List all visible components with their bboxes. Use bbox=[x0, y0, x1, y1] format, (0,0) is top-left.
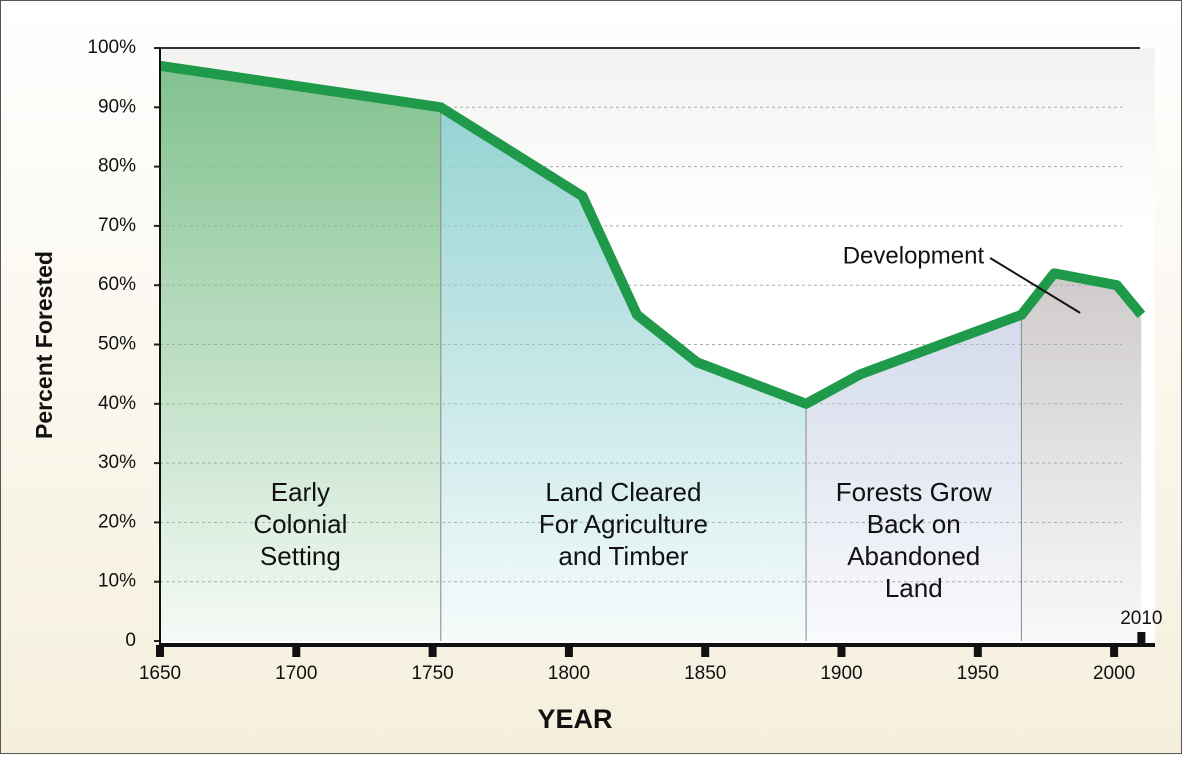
y-tick-label: 40% bbox=[98, 393, 136, 414]
region-label: Colonial bbox=[253, 509, 347, 539]
region-label: Abandoned bbox=[847, 541, 980, 571]
y-tick-label: 10% bbox=[98, 571, 136, 592]
y-tick-label: 30% bbox=[98, 452, 136, 473]
region-label: Setting bbox=[260, 541, 341, 571]
y-tick-label: 90% bbox=[98, 96, 136, 117]
x-tick-label: 1750 bbox=[411, 663, 453, 684]
y-tick-label: 80% bbox=[98, 156, 136, 177]
annotation-marker bbox=[1137, 632, 1146, 645]
x-tick-label: 1650 bbox=[139, 663, 181, 684]
x-tick-label: 2000 bbox=[1093, 663, 1135, 684]
x-tick bbox=[1110, 645, 1119, 657]
region-label: Land bbox=[885, 573, 943, 603]
region-label: Forests Grow bbox=[836, 477, 992, 507]
y-tick-label: 20% bbox=[98, 511, 136, 532]
forest-line bbox=[159, 60, 1146, 409]
y-tick-label: 0 bbox=[125, 630, 136, 651]
x-tick bbox=[973, 645, 982, 657]
y-tick-label: 70% bbox=[98, 215, 136, 236]
region-label: Early bbox=[271, 477, 330, 507]
x-tick-label: 1700 bbox=[275, 663, 317, 684]
x-tick-label: 1950 bbox=[957, 663, 999, 684]
y-axis-label: Percent Forested bbox=[31, 251, 57, 439]
y-tick-label: 100% bbox=[87, 37, 136, 58]
x-tick-label: 1850 bbox=[684, 663, 726, 684]
region-label: For Agriculture bbox=[539, 509, 708, 539]
x-tick bbox=[428, 645, 437, 657]
x-tick bbox=[837, 645, 846, 657]
x-tick-label: 1900 bbox=[820, 663, 862, 684]
x-tick bbox=[701, 645, 710, 657]
region-label: and Timber bbox=[558, 541, 688, 571]
x-tick-label: 1800 bbox=[548, 663, 590, 684]
x-tick bbox=[564, 645, 573, 657]
x-tick bbox=[292, 645, 301, 657]
x-tick bbox=[156, 645, 164, 657]
region-label: Back on bbox=[867, 509, 961, 539]
region-label: Land Cleared bbox=[545, 477, 701, 507]
region bbox=[160, 65, 441, 641]
x-axis-label: YEAR bbox=[537, 704, 612, 734]
y-tick-label: 50% bbox=[98, 334, 136, 355]
annotation-leader bbox=[989, 257, 1081, 314]
annotation: Development bbox=[843, 242, 985, 269]
annotation: 2010 bbox=[1120, 608, 1162, 629]
y-tick-label: 60% bbox=[98, 274, 136, 295]
